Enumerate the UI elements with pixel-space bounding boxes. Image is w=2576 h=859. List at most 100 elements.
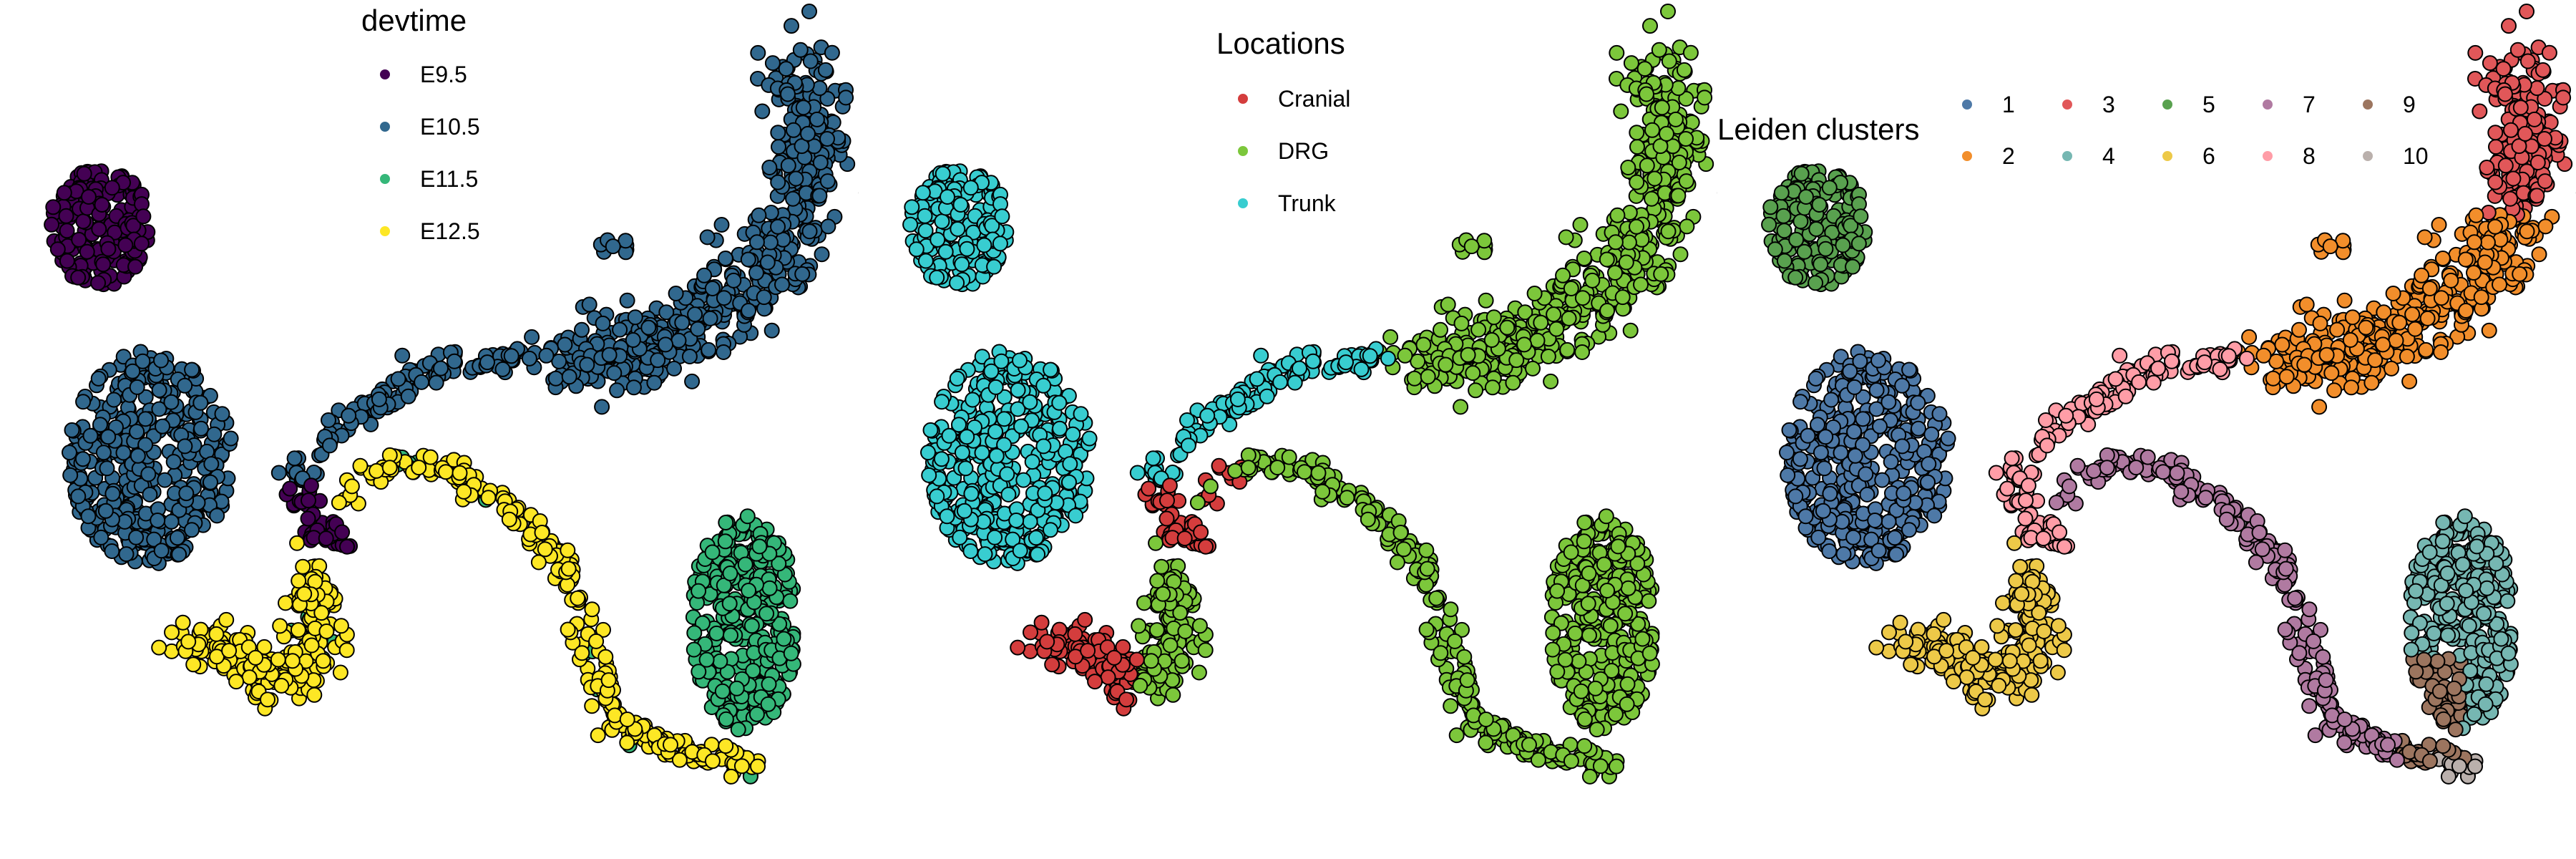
cell-point (371, 391, 387, 407)
cell-point (1563, 281, 1579, 296)
cell-point (929, 488, 945, 505)
cell-point (1012, 543, 1028, 559)
cell-point (934, 213, 950, 230)
cell-point (193, 420, 209, 437)
devtime-panel: devtime E9.5 E10.5 E11.5 E12.5 (0, 0, 859, 859)
cell-point (739, 508, 756, 525)
cell-point (106, 392, 122, 408)
cell-point (1599, 251, 1615, 268)
cell-point (306, 686, 323, 703)
cell-point (646, 374, 663, 391)
cell-point (691, 583, 707, 599)
cell-point (1433, 321, 1448, 338)
cell-point (811, 188, 828, 204)
cell-point (133, 236, 150, 252)
cell-point (904, 199, 920, 215)
cell-point (721, 596, 738, 612)
cell-point (1596, 556, 1612, 573)
cell-point (1505, 374, 1521, 391)
cell-point (129, 424, 145, 440)
cell-point (1415, 336, 1432, 353)
cell-point (1576, 711, 1593, 727)
cell-point (150, 513, 166, 528)
cell-point (1191, 664, 1207, 681)
cell-point (1447, 633, 1463, 649)
cell-point (1143, 653, 1159, 669)
cell-point (1607, 265, 1623, 281)
cell-point (1516, 336, 1533, 353)
cell-point (930, 231, 946, 248)
cell-point (1172, 605, 1189, 621)
cell-point (950, 221, 966, 237)
cell-point (272, 618, 288, 634)
cell-point (130, 447, 146, 464)
cell-point (761, 580, 778, 596)
cell-point (301, 492, 316, 509)
cell-point (1678, 131, 1694, 147)
cell-point (82, 427, 99, 444)
cell-point (640, 319, 657, 336)
cell-point (999, 466, 1015, 482)
cell-point (801, 4, 817, 19)
cell-point (286, 450, 303, 467)
cell-point (1630, 616, 1646, 632)
cell-point (750, 758, 766, 775)
cell-point (748, 234, 765, 251)
cell-point (699, 229, 716, 246)
cell-point (776, 631, 792, 647)
cell-point (760, 696, 776, 712)
cell-point (1499, 319, 1516, 336)
cell-point (977, 546, 993, 563)
cell-point (1574, 577, 1591, 593)
cell-point (1557, 651, 1574, 668)
cell-point (761, 160, 778, 175)
cell-point (1382, 329, 1399, 345)
cell-point (743, 618, 760, 634)
leiden-panel: Leiden clusters 1 2 3 4 5 (1717, 0, 2576, 859)
cell-point (1177, 623, 1194, 639)
cell-point (1576, 533, 1592, 550)
cell-point (745, 663, 761, 679)
cell-point (1061, 474, 1077, 490)
cell-point (341, 407, 357, 424)
cell-point (127, 258, 144, 275)
cell-point (164, 624, 180, 641)
cell-point (726, 272, 742, 288)
cell-point (704, 753, 721, 770)
cell-point (780, 86, 796, 102)
cell-point (177, 438, 193, 455)
cell-point (792, 42, 809, 58)
cell-point (712, 653, 728, 669)
cell-point (117, 237, 134, 253)
cell-point (97, 503, 114, 519)
cell-point (951, 417, 967, 433)
cell-point (1008, 513, 1025, 528)
cell-point (1517, 304, 1533, 321)
cell-point (452, 465, 468, 481)
cell-point (1607, 706, 1624, 722)
cell-point (339, 538, 355, 555)
cell-point (104, 485, 121, 502)
cell-point (332, 664, 348, 681)
cell-point (1485, 309, 1502, 326)
cell-point (1418, 542, 1435, 558)
cell-point (1454, 621, 1470, 638)
cell-point (1339, 490, 1355, 506)
cell-point (2531, 246, 2547, 263)
locations-legend-item-drg: DRG (1238, 140, 1329, 162)
cell-point (1614, 289, 1631, 306)
cell-point (959, 241, 975, 257)
cell-point (1353, 361, 1370, 377)
cell-point (400, 388, 416, 404)
cell-point (551, 353, 567, 369)
cell-point (963, 485, 980, 502)
cell-point (1080, 643, 1096, 659)
cell-point (1155, 586, 1171, 602)
cell-point (914, 185, 931, 201)
cell-point (1010, 401, 1026, 417)
cell-point (771, 616, 788, 632)
cell-point (433, 360, 449, 377)
cell-point (1617, 606, 1634, 622)
cell-point (917, 208, 933, 224)
cell-point (1544, 641, 1561, 658)
